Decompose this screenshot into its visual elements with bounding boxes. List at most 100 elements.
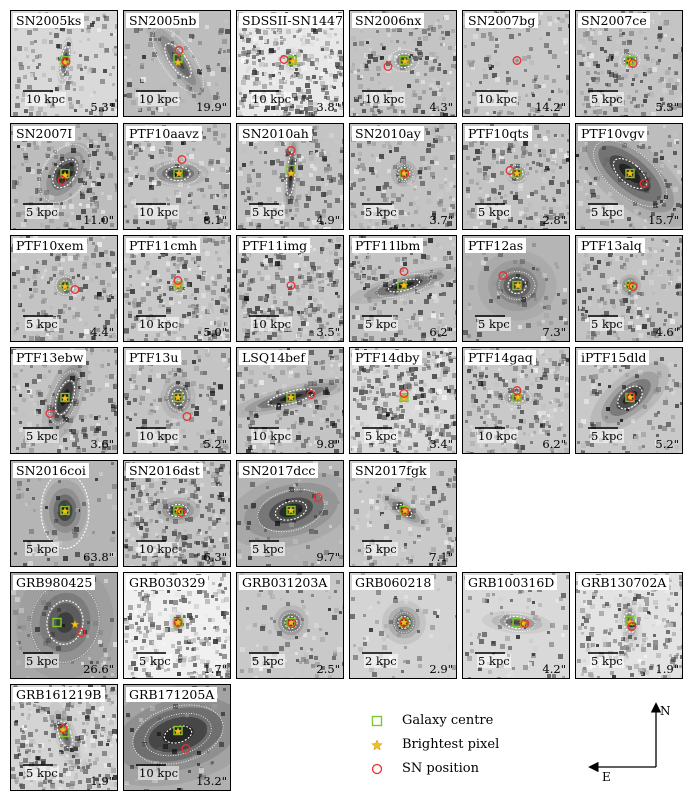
panel-image: [238, 124, 343, 229]
aperture-ellipse: [57, 720, 73, 749]
scale-bar-label: 5 kpc: [364, 429, 398, 443]
aperture-ellipse: [280, 613, 302, 632]
sn-position-marker: [306, 390, 316, 399]
aperture-ellipse: [624, 279, 636, 292]
cutout-size-label: 4.2": [542, 662, 566, 676]
aperture-ellipse: [132, 704, 224, 765]
scale-bar-label: 10 kpc: [251, 317, 293, 331]
sn-position-marker: [512, 386, 522, 395]
compass-arrows: [588, 702, 662, 773]
sn-position-marker: [399, 618, 409, 627]
brightest-pixel-marker: [518, 618, 528, 628]
aperture-ellipse: [38, 144, 92, 203]
panel-title: LSQ14bef: [239, 350, 309, 365]
sn-position-marker: [286, 146, 296, 155]
panel-ptf10vgv: PTF10vgv 5 kpc 15.7": [575, 123, 683, 230]
brightest-pixel-marker: [513, 392, 523, 402]
brightest-pixel-marker: [286, 617, 296, 627]
scale-bar-label: 5 kpc: [251, 542, 285, 556]
galaxy-centre-marker: [512, 280, 522, 291]
scale-bar-label: 5 kpc: [25, 317, 59, 331]
panel-image: [11, 236, 117, 341]
sn-position-marker: [399, 389, 409, 398]
scale-bar-label: 5 kpc: [477, 205, 511, 219]
panel-image: [11, 573, 117, 678]
panel-title: GRB171205A: [126, 687, 218, 702]
brightest-pixel-marker: [70, 619, 80, 629]
sn-position-marker: [173, 276, 183, 285]
panel-ptf13ebw: PTF13ebw 5 kpc 3.6": [10, 347, 118, 454]
scale-bar-label: 5 kpc: [477, 317, 511, 331]
scale-bar-label: 10 kpc: [364, 92, 406, 106]
panel-title: PTF10vgv: [578, 126, 648, 141]
scale-bar-label: 5 kpc: [364, 205, 398, 219]
panel-grb130702a: GRB130702A 5 kpc 1.9": [575, 572, 683, 679]
panel-title: SN2005ks: [13, 13, 85, 28]
panel-title: PTF11lbm: [352, 238, 424, 253]
panel-title: PTF13ebw: [13, 350, 87, 365]
galaxy-centre-marker: [173, 168, 183, 179]
panel-title: iPTF15dld: [578, 350, 650, 365]
panel-title: SN2016coi: [13, 463, 89, 478]
cutout-size-label: 8.1": [203, 213, 227, 227]
panel-sn2010ah: SN2010ah 5 kpc 4.9": [236, 123, 344, 230]
scale-bar-label: 2 kpc: [364, 654, 398, 668]
panel-image: [124, 348, 230, 453]
sn-position-marker: [639, 179, 649, 188]
panel-image: [350, 11, 456, 116]
panel-title: PTF11cmh: [126, 238, 201, 253]
aperture-ellipse: [152, 27, 204, 94]
cutout-size-label: 5.3": [90, 100, 114, 114]
brightest-pixel-marker: [173, 726, 183, 736]
brightest-pixel-marker: [60, 393, 70, 403]
panel-sn2007bg: SN2007bg 10 kpc 14.2": [462, 10, 570, 117]
aperture-ellipse: [397, 166, 411, 181]
brightest-pixel-marker: [399, 280, 409, 290]
aperture-ellipse: [164, 42, 192, 79]
sn-position-marker: [512, 56, 522, 65]
cutout-size-label: 63.8": [83, 550, 114, 564]
aperture-ellipse: [387, 278, 421, 293]
scale-bar-label: 5 kpc: [590, 654, 624, 668]
panel-title: PTF14gaq: [465, 350, 536, 365]
panel-image: [350, 573, 456, 678]
aperture-ellipse: [498, 271, 536, 300]
panel-title: GRB060218: [352, 575, 435, 590]
scale-bar-label: 10 kpc: [138, 92, 180, 106]
cutout-size-label: 11.0": [83, 213, 114, 227]
panel-image: [576, 124, 682, 229]
sn-position-marker: [627, 622, 637, 631]
sn-position-marker: [45, 409, 55, 418]
cutout-size-label: 1.9": [90, 774, 114, 788]
sn-position-marker: [400, 169, 410, 178]
aperture-ellipse: [267, 388, 315, 407]
cutout-size-label: 1.9": [655, 662, 679, 676]
panel-image: [14, 461, 117, 566]
panel-image: [124, 461, 230, 566]
panel-title: SN2007bg: [465, 13, 539, 28]
panel-image: [463, 242, 568, 341]
panel-sn2005ks: SN2005ks 10 kpc 5.3": [10, 10, 118, 117]
aperture-ellipse: [593, 140, 667, 207]
panel-image: [124, 573, 230, 678]
scale-bar-label: 10 kpc: [138, 542, 180, 556]
scale-bar-label: 5 kpc: [25, 766, 59, 780]
scale-bar-label: 10 kpc: [138, 317, 180, 331]
aperture-ellipse: [510, 167, 524, 180]
sn-position-marker: [313, 493, 323, 502]
panel-image: [463, 124, 569, 229]
panel-title: PTF10xem: [13, 238, 87, 253]
legend-label: Galaxy centre: [402, 713, 494, 728]
cutout-size-label: 4.3": [429, 100, 453, 114]
cutout-size-label: 3.8": [316, 100, 340, 114]
aperture-ellipse: [52, 158, 78, 189]
panel-image: [124, 685, 230, 790]
panel-title: PTF12as: [465, 238, 527, 253]
scale-bar-label: 5 kpc: [590, 205, 624, 219]
panel-sn2007i: SN2007I 5 kpc 11.0": [10, 123, 118, 230]
panel-image: [577, 237, 682, 341]
cutout-size-label: 3.6": [90, 437, 114, 451]
host-galaxy: [16, 573, 114, 678]
panel-title: GRB030329: [126, 575, 209, 590]
panel-title: PTF14dby: [352, 350, 423, 365]
